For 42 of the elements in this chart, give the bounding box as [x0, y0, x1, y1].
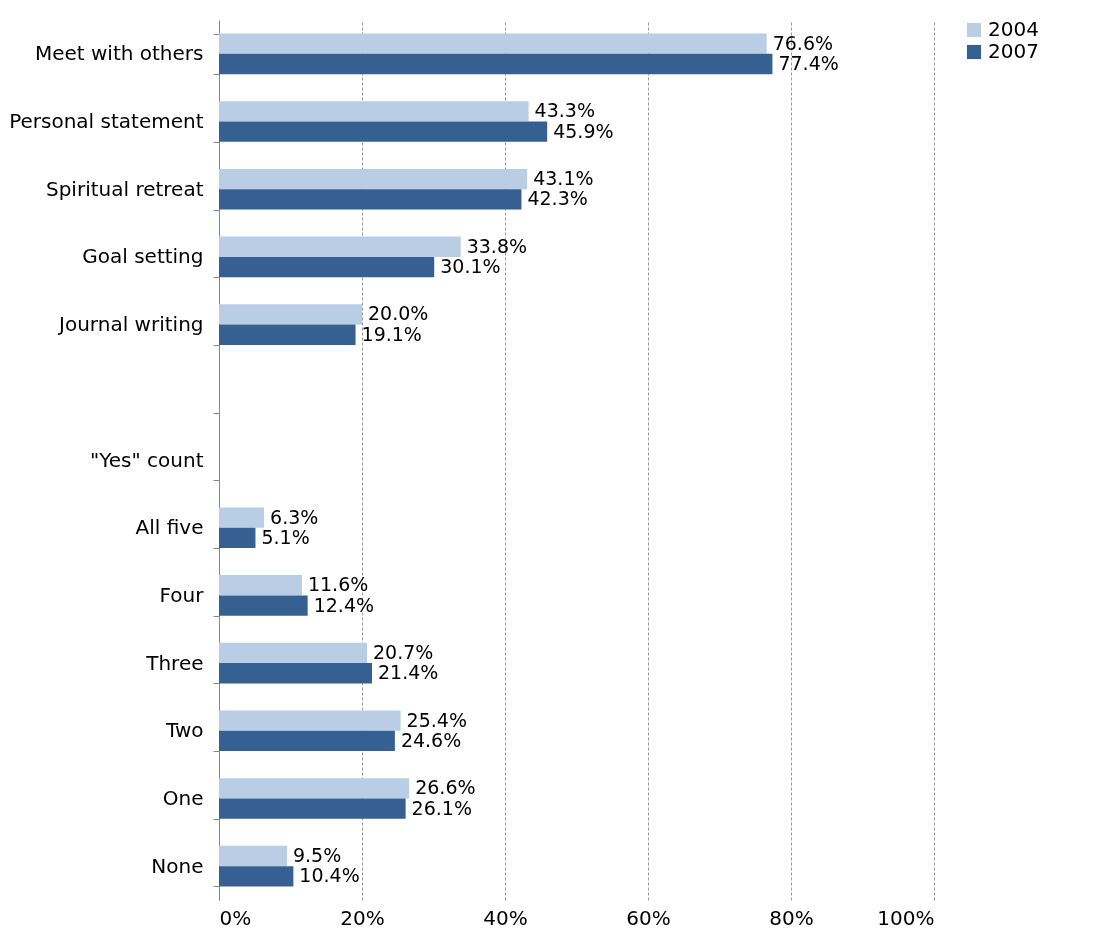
y-tick-label: Spiritual retreat: [45, 176, 204, 201]
data-label: 12.4%: [313, 593, 375, 616]
data-label: 26.6%: [415, 776, 476, 799]
y-tick-label: One: [162, 785, 204, 810]
legend-label: 2004: [988, 17, 1039, 41]
y-tick-label: Goal setting: [82, 244, 204, 269]
data-label: 33.8%: [466, 234, 528, 257]
x-tick-label: 40%: [483, 905, 528, 930]
y-tick-label: Personal statement: [9, 109, 204, 134]
y-tick-label: Journal writing: [57, 312, 204, 337]
data-label: 30.1%: [440, 255, 501, 278]
y-tick-label: Two: [165, 718, 204, 743]
y-tick-label: Three: [145, 650, 204, 675]
data-label: 10.4%: [299, 864, 360, 887]
data-label: 26.1%: [411, 796, 472, 819]
x-tick-label: 20%: [340, 905, 385, 930]
data-label: 76.6%: [772, 31, 834, 54]
data-label: 45.9%: [553, 119, 614, 142]
data-label: 43.1%: [533, 167, 594, 190]
data-label: 20.0%: [368, 302, 429, 325]
y-tick-label: All five: [135, 515, 204, 540]
data-label: 11.6%: [307, 573, 369, 596]
y-tick-label: "Yes" count: [90, 447, 204, 472]
x-tick-label: 0%: [219, 905, 252, 930]
data-label: 9.5%: [292, 844, 342, 866]
y-tick-label: Meet with others: [34, 41, 204, 66]
data-label: 24.6%: [400, 728, 462, 751]
data-label: 77.4%: [778, 52, 839, 74]
x-tick-label: 60%: [626, 905, 671, 930]
data-label: 25.4%: [406, 708, 467, 731]
y-tick-label: None: [151, 853, 204, 878]
x-tick-label: 80%: [769, 905, 814, 930]
data-label: 19.1%: [361, 322, 422, 345]
data-label: 20.7%: [373, 640, 434, 663]
legend-label: 2007: [988, 39, 1039, 63]
data-label: 43.3%: [534, 99, 595, 122]
data-label: 42.3%: [527, 187, 588, 210]
data-label: 6.3%: [270, 505, 319, 528]
data-label: 21.4%: [378, 661, 439, 684]
data-label: 5.1%: [261, 525, 310, 548]
y-tick-label: Four: [159, 582, 205, 607]
x-tick-label: 100%: [877, 905, 935, 930]
